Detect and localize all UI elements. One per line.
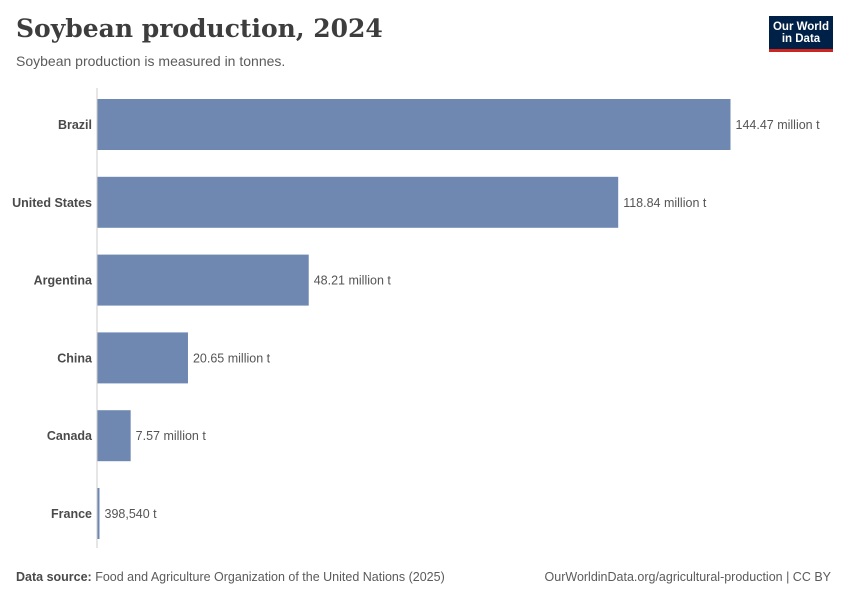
chart-title: Soybean production, 2024 <box>16 14 383 43</box>
category-label-united-states: United States <box>12 196 92 210</box>
bar-united-states[interactable] <box>97 176 619 228</box>
data-source-text[interactable]: Food and Agriculture Organization of the… <box>95 570 445 584</box>
bar-chart: Brazil 144.47 million t United States 118.8… <box>12 88 821 548</box>
category-label-argentina: Argentina <box>34 274 93 288</box>
bar-canada[interactable] <box>97 410 131 462</box>
data-source: Data source: Food and Agriculture Organi… <box>16 570 445 584</box>
category-label-brazil: Brazil <box>58 118 92 132</box>
category-label-china: China <box>57 351 93 365</box>
bar-argentina[interactable] <box>97 254 309 306</box>
bar-brazil[interactable] <box>97 99 731 150</box>
value-label-brazil: 144.47 million t <box>736 118 821 132</box>
data-source-label: Data source: <box>16 570 92 584</box>
bar-france[interactable] <box>97 488 100 539</box>
value-label-france: 398,540 t <box>105 507 158 521</box>
category-label-france: France <box>51 507 92 521</box>
bar-china[interactable] <box>97 332 188 384</box>
logo-line-2: in Data <box>781 32 821 45</box>
source-url[interactable]: OurWorldinData.org/agricultural-producti… <box>544 570 831 584</box>
logo-line-1: Our World <box>772 20 829 33</box>
category-label-canada: Canada <box>47 429 93 443</box>
value-label-canada: 7.57 million t <box>136 429 207 443</box>
value-label-united-states: 118.84 million t <box>623 196 707 210</box>
value-label-argentina: 48.21 million t <box>314 274 392 288</box>
value-label-china: 20.65 million t <box>193 351 271 365</box>
owid-logo[interactable]: Our World in Data <box>769 16 833 52</box>
chart-subtitle: Soybean production is measured in tonnes… <box>16 53 286 69</box>
